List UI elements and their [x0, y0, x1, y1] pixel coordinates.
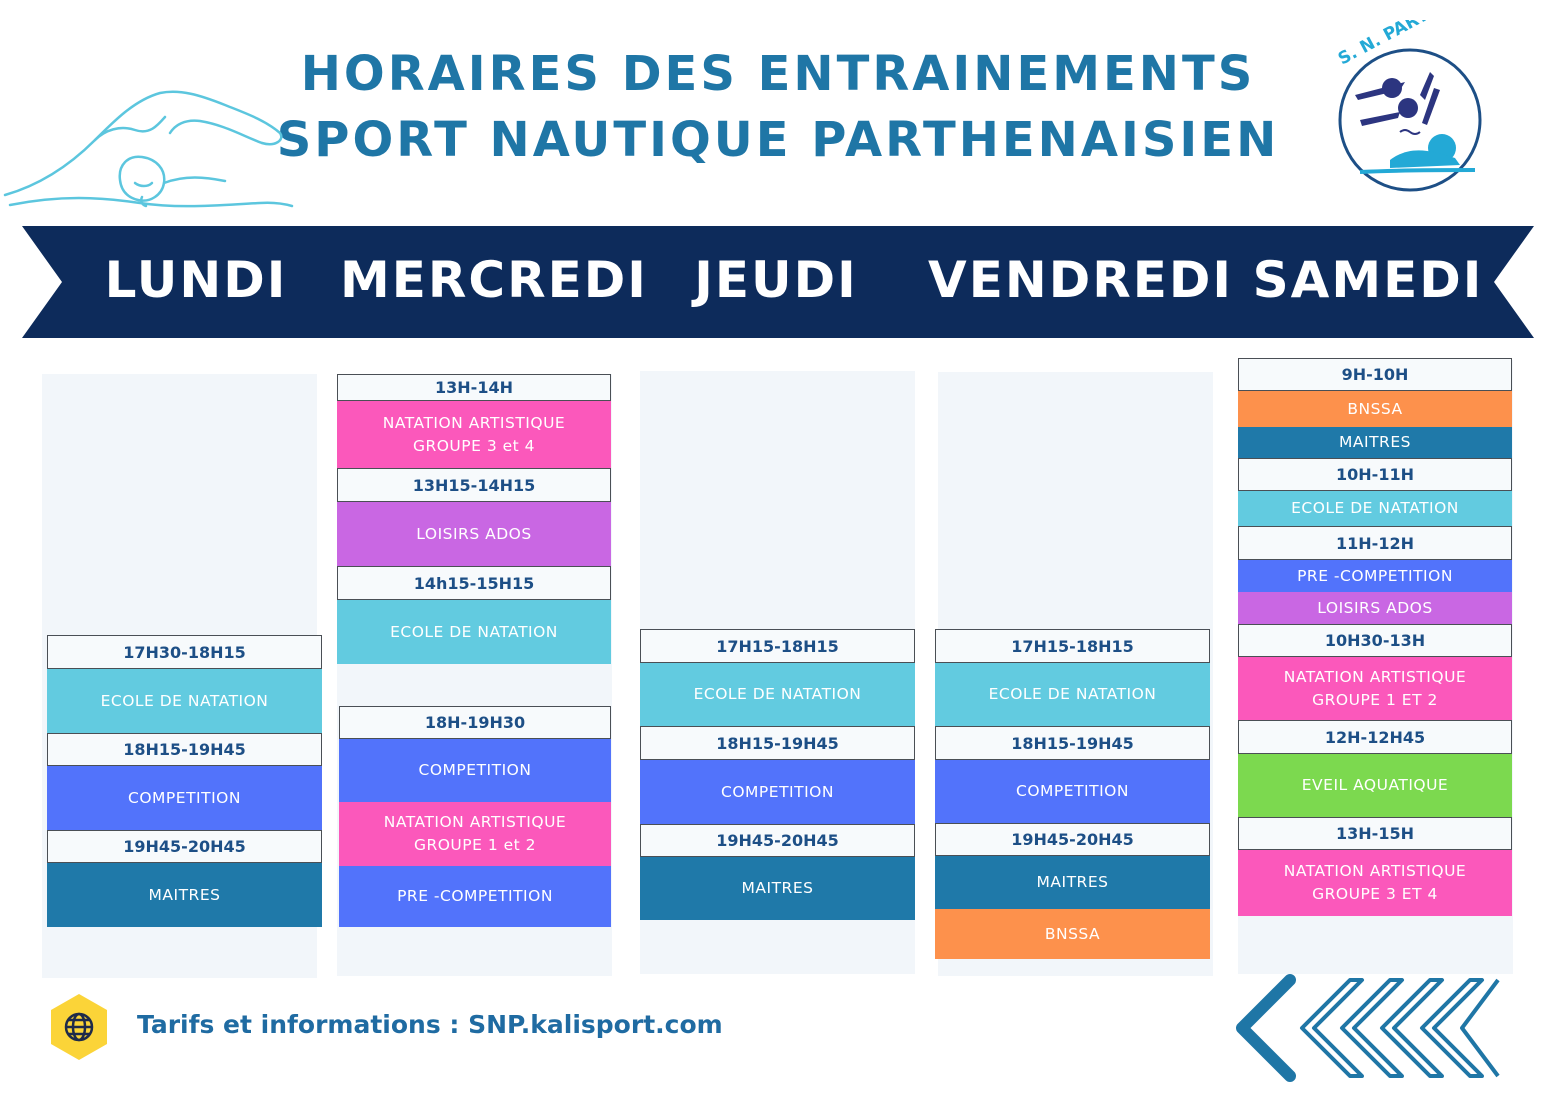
time-slot: 19H45-20H45 — [640, 824, 915, 857]
time-slot: 18H-19H30 — [339, 706, 611, 739]
activity-block: NATATION ARTISTIQUE GROUPE 1 et 2 — [339, 802, 611, 866]
days-banner — [22, 226, 1534, 338]
activity-block: ECOLE DE NATATION — [47, 669, 322, 733]
swimmer-illustration — [3, 90, 294, 208]
time-slot: 17H15-18H15 — [640, 629, 915, 663]
time-slot: 19H45-20H45 — [47, 830, 322, 863]
time-slot: 19H45-20H45 — [935, 823, 1210, 856]
activity-line: NATATION ARTISTIQUE — [1283, 667, 1467, 686]
title-line-1: HORAIRES DES ENTRAINEMENTS — [300, 46, 1256, 102]
activity-block: ECOLE DE NATATION — [337, 600, 611, 664]
activity-block: BNSSA — [1238, 391, 1512, 427]
schedule-lundi: 17H30-18H15 ECOLE DE NATATION 18H15-19H4… — [47, 635, 322, 927]
activity-block: COMPETITION — [339, 739, 611, 802]
time-slot: 10H-11H — [1238, 458, 1512, 491]
time-slot: 18H15-19H45 — [47, 733, 322, 766]
day-mercredi: MERCREDI — [340, 251, 648, 309]
activity-line: GROUPE 3 ET 4 — [1312, 885, 1438, 903]
time-slot: 17H30-18H15 — [47, 635, 322, 669]
time-slot: 13H-15H — [1238, 817, 1512, 850]
activity-block: PRE -COMPETITION — [339, 866, 611, 927]
globe-icon — [51, 994, 107, 1060]
schedule-mercredi-evening: 18H-19H30 COMPETITION NATATION ARTISTIQU… — [339, 706, 611, 927]
activity-line: NATATION ARTISTIQUE — [383, 813, 567, 831]
title-line-2: SPORT NAUTIQUE PARTHENAISIEN — [276, 112, 1280, 168]
schedule-vendredi: 17H15-18H15 ECOLE DE NATATION 18H15-19H4… — [935, 629, 1210, 959]
schedule-jeudi: 17H15-18H15 ECOLE DE NATATION 18H15-19H4… — [640, 629, 915, 920]
time-slot: 18H15-19H45 — [935, 726, 1210, 760]
day-jeudi: JEUDI — [694, 251, 858, 309]
club-logo: S. N. PARTHENAY — [1335, 20, 1489, 192]
time-slot: 13H15-14H15 — [337, 468, 611, 502]
time-slot: 18H15-19H45 — [640, 726, 915, 760]
activity-line: GROUPE 3 et 4 — [412, 436, 536, 455]
time-slot: 11H-12H — [1238, 526, 1512, 560]
activity-block: LOISIRS ADOS — [337, 502, 611, 566]
activity-block: MAITRES — [47, 863, 322, 927]
footer-info-link[interactable]: Tarifs et informations : SNP.kalisport.c… — [137, 1010, 723, 1039]
activity-block: EVEIL AQUATIQUE — [1238, 754, 1512, 817]
activity-block: NATATION ARTISTIQUE GROUPE 3 et 4 — [337, 401, 611, 468]
activity-line: GROUPE 1 ET 2 — [1312, 690, 1438, 709]
activity-block: ECOLE DE NATATION — [1238, 491, 1512, 526]
activity-block: MAITRES — [935, 856, 1210, 909]
activity-block: BNSSA — [935, 909, 1210, 959]
activity-block: MAITRES — [640, 857, 915, 920]
activity-line: NATATION ARTISTIQUE — [382, 413, 566, 432]
activity-block: MAITRES — [1238, 427, 1512, 458]
activity-block: ECOLE DE NATATION — [935, 663, 1210, 726]
chevrons-decoration — [1236, 974, 1500, 1082]
activity-line: NATATION ARTISTIQUE — [1283, 862, 1467, 880]
time-slot: 10H30-13H — [1238, 624, 1512, 657]
time-slot: 14h15-15H15 — [337, 566, 611, 600]
activity-block: NATATION ARTISTIQUE GROUPE 3 ET 4 — [1238, 850, 1512, 916]
activity-block: PRE -COMPETITION — [1238, 560, 1512, 592]
schedule-samedi: 9H-10H BNSSA MAITRES 10H-11H ECOLE DE NA… — [1238, 358, 1512, 916]
activity-block: COMPETITION — [47, 766, 322, 830]
time-slot: 13H-14H — [337, 374, 611, 401]
day-lundi: LUNDI — [104, 251, 288, 309]
day-samedi: SAMEDI — [1252, 251, 1484, 309]
day-vendredi: VENDREDI — [928, 251, 1233, 309]
time-slot: 9H-10H — [1238, 358, 1512, 391]
time-slot: 17H15-18H15 — [935, 629, 1210, 663]
schedule-mercredi-afternoon: 13H-14H NATATION ARTISTIQUE GROUPE 3 et … — [337, 374, 611, 664]
activity-block: COMPETITION — [935, 760, 1210, 823]
activity-block: ECOLE DE NATATION — [640, 663, 915, 726]
time-slot: 12H-12H45 — [1238, 720, 1512, 754]
activity-block: LOISIRS ADOS — [1238, 592, 1512, 624]
activity-line: GROUPE 1 et 2 — [413, 836, 537, 854]
activity-block: COMPETITION — [640, 760, 915, 824]
activity-block: NATATION ARTISTIQUE GROUPE 1 ET 2 — [1238, 657, 1512, 720]
